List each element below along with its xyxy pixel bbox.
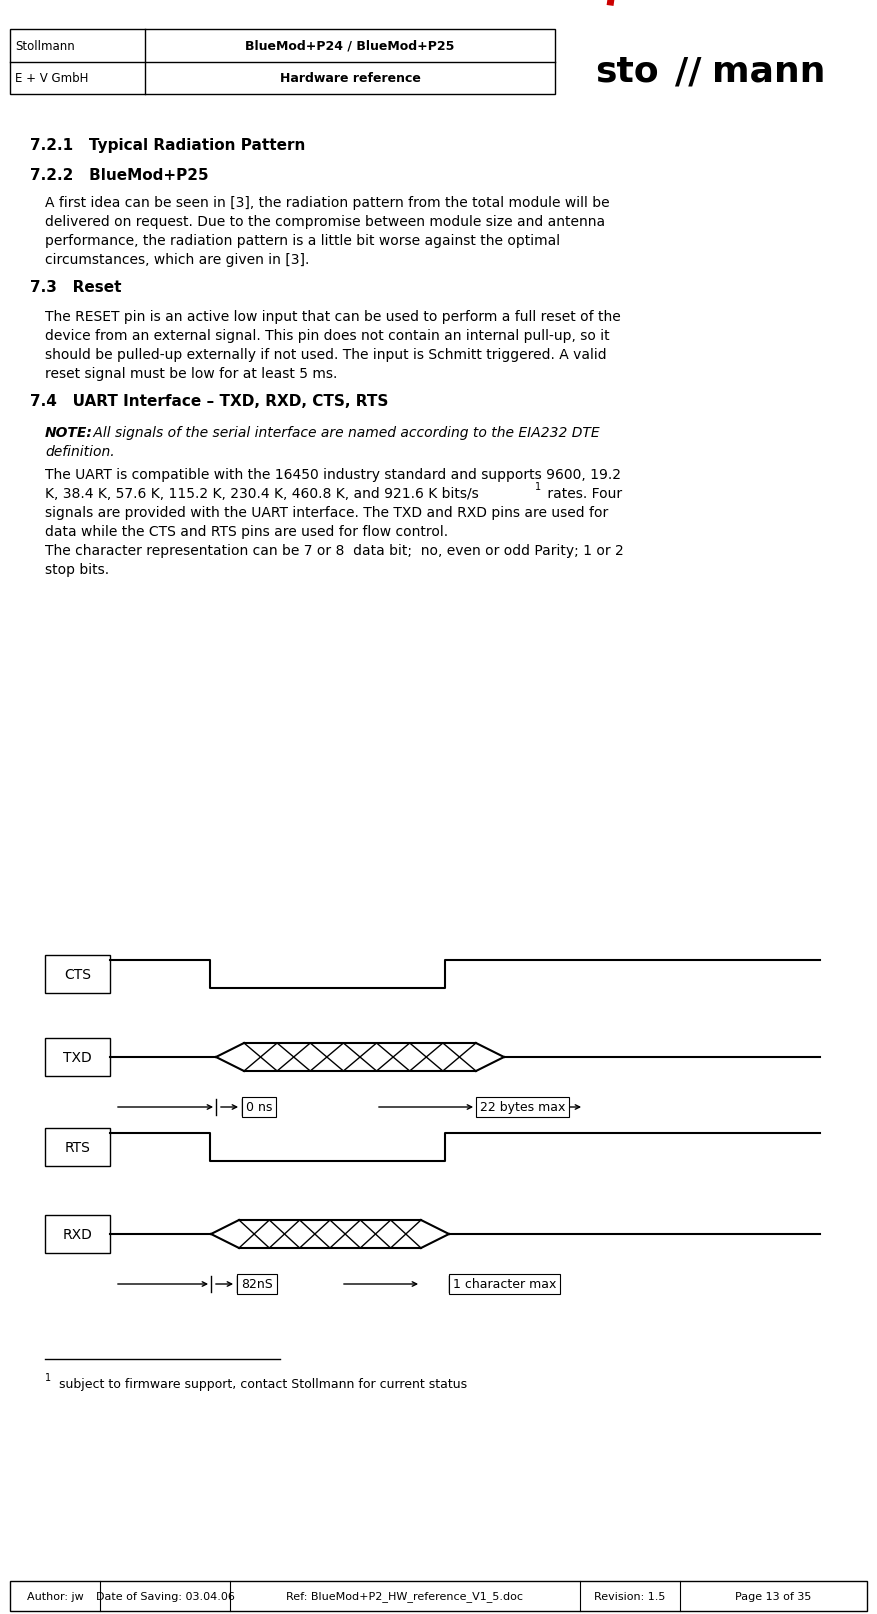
Bar <box>45 1038 110 1077</box>
Text: delivered on request. Due to the compromise between module size and antenna: delivered on request. Due to the comprom… <box>45 215 605 229</box>
Bar <box>10 1582 867 1611</box>
Text: definition.: definition. <box>45 445 115 458</box>
Text: mann: mann <box>712 55 825 89</box>
Text: RTS: RTS <box>65 1141 90 1154</box>
Text: All signals of the serial interface are named according to the EIA232 DTE: All signals of the serial interface are … <box>89 426 600 439</box>
Text: 1: 1 <box>535 481 541 492</box>
Text: 1 character max: 1 character max <box>453 1278 556 1291</box>
Text: circumstances, which are given in [3].: circumstances, which are given in [3]. <box>45 253 310 266</box>
Text: E + V GmbH: E + V GmbH <box>15 73 89 86</box>
Text: The UART is compatible with the 16450 industry standard and supports 9600, 19.2: The UART is compatible with the 16450 in… <box>45 468 621 481</box>
Text: data while the CTS and RTS pins are used for flow control.: data while the CTS and RTS pins are used… <box>45 525 448 539</box>
Text: K, 38.4 K, 57.6 K, 115.2 K, 230.4 K, 460.8 K, and 921.6 K bits/s: K, 38.4 K, 57.6 K, 115.2 K, 230.4 K, 460… <box>45 487 479 500</box>
Text: BlueMod+P24 / BlueMod+P25: BlueMod+P24 / BlueMod+P25 <box>246 39 454 53</box>
Text: reset signal must be low for at least 5 ms.: reset signal must be low for at least 5 … <box>45 366 338 381</box>
Text: 7.3   Reset: 7.3 Reset <box>30 279 122 295</box>
Bar <box>45 1128 110 1167</box>
Bar <box>45 955 110 993</box>
Text: The character representation can be 7 or 8  data bit;  no, even or odd Parity; 1: The character representation can be 7 or… <box>45 544 624 558</box>
Text: Ref: BlueMod+P2_HW_reference_V1_5.doc: Ref: BlueMod+P2_HW_reference_V1_5.doc <box>287 1590 524 1601</box>
Text: rates. Four: rates. Four <box>543 487 622 500</box>
Text: should be pulled-up externally if not used. The input is Schmitt triggered. A va: should be pulled-up externally if not us… <box>45 347 607 362</box>
Text: Author: jw: Author: jw <box>26 1591 83 1601</box>
Text: 82nS: 82nS <box>241 1278 273 1291</box>
Text: device from an external signal. This pin does not contain an internal pull-up, s: device from an external signal. This pin… <box>45 329 610 342</box>
Text: sto: sto <box>595 55 659 89</box>
Text: The RESET pin is an active low input that can be used to perform a full reset of: The RESET pin is an active low input tha… <box>45 310 621 324</box>
Text: 7.4   UART Interface – TXD, RXD, CTS, RTS: 7.4 UART Interface – TXD, RXD, CTS, RTS <box>30 394 389 408</box>
Text: 1: 1 <box>45 1372 51 1382</box>
Text: TXD: TXD <box>63 1051 92 1064</box>
Text: Stollmann: Stollmann <box>15 39 75 53</box>
Text: 22 bytes max: 22 bytes max <box>480 1101 566 1114</box>
Text: performance, the radiation pattern is a little bit worse against the optimal: performance, the radiation pattern is a … <box>45 234 560 249</box>
Bar <box>45 1215 110 1252</box>
Text: Hardware reference: Hardware reference <box>280 73 420 86</box>
Text: CTS: CTS <box>64 967 91 981</box>
Text: signals are provided with the UART interface. The TXD and RXD pins are used for: signals are provided with the UART inter… <box>45 505 609 520</box>
Text: 7.2.1   Typical Radiation Pattern: 7.2.1 Typical Radiation Pattern <box>30 137 305 153</box>
Text: Revision: 1.5: Revision: 1.5 <box>595 1591 666 1601</box>
Text: NOTE:: NOTE: <box>45 426 93 439</box>
Text: subject to firmware support, contact Stollmann for current status: subject to firmware support, contact Sto… <box>55 1377 467 1390</box>
Text: 0 ns: 0 ns <box>246 1101 273 1114</box>
Text: stop bits.: stop bits. <box>45 563 109 576</box>
Text: A first idea can be seen in [3], the radiation pattern from the total module wil: A first idea can be seen in [3], the rad… <box>45 195 610 210</box>
Text: Date of Saving: 03.04.06: Date of Saving: 03.04.06 <box>96 1591 234 1601</box>
Text: //: // <box>675 55 702 89</box>
Text: Page 13 of 35: Page 13 of 35 <box>735 1591 812 1601</box>
Text: RXD: RXD <box>62 1227 92 1241</box>
Text: 7.2.2   BlueMod+P25: 7.2.2 BlueMod+P25 <box>30 168 209 182</box>
Bar <box>10 31 555 95</box>
